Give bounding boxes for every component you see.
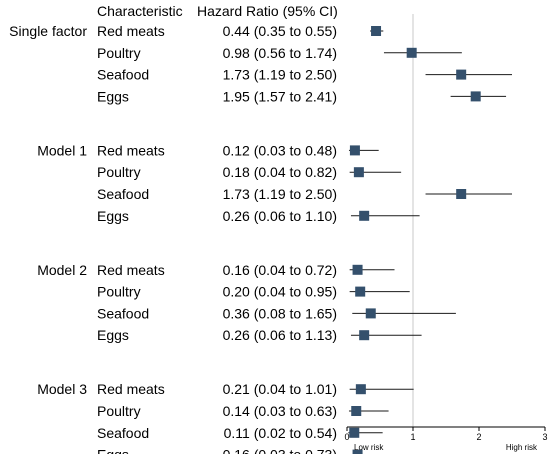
row-label: Red meats <box>97 381 165 397</box>
hazard-ratio-value: 0.11 (0.02 to 0.54) <box>224 425 337 441</box>
row-label: Seafood <box>97 67 149 83</box>
hazard-ratio-value: 0.14 (0.03 to 0.63) <box>223 403 337 419</box>
row-label: Red meats <box>97 142 165 158</box>
hazard-ratio-value: 0.16 (0.04 to 0.72) <box>223 262 337 278</box>
row-label: Poultry <box>97 403 141 419</box>
hr-marker <box>349 427 360 438</box>
row-label: Poultry <box>97 164 141 180</box>
hr-marker <box>371 26 382 36</box>
hazard-ratio-value: 0.18 (0.04 to 0.82) <box>223 164 337 180</box>
row-label: Eggs <box>97 208 129 224</box>
row-label: Seafood <box>97 305 149 321</box>
hr-marker <box>406 47 417 58</box>
hazard-ratio-value: 0.26 (0.06 to 1.10) <box>223 208 337 224</box>
hr-marker <box>352 264 363 275</box>
hr-marker <box>359 330 370 341</box>
row-label: Red meats <box>97 23 165 39</box>
hazard-ratio-value: 0.16 (0.03 to 0.73) <box>223 447 337 454</box>
row-label: Poultry <box>97 284 141 300</box>
hazard-ratio-value: 0.26 (0.06 to 1.13) <box>223 327 337 343</box>
row-label: Red meats <box>97 262 165 278</box>
hazard-ratio-value: 1.73 (1.19 to 2.50) <box>223 67 337 83</box>
row-label: Eggs <box>97 88 129 104</box>
hr-marker <box>353 167 364 178</box>
hr-marker <box>359 210 370 221</box>
x-tick-label: 0 <box>344 432 349 442</box>
hr-marker <box>456 189 467 199</box>
group-label: Single factor <box>9 23 87 39</box>
row-label: Eggs <box>97 327 129 343</box>
row-label: Seafood <box>97 186 149 202</box>
row-label: Seafood <box>97 425 149 441</box>
group-label: Model 1 <box>37 142 87 158</box>
hr-marker <box>351 406 362 416</box>
hazard-ratio-value: 0.21 (0.04 to 1.01) <box>223 381 337 397</box>
x-tick-label: 2 <box>476 432 481 442</box>
hr-marker <box>355 286 366 297</box>
group-label: Model 2 <box>37 262 87 278</box>
characteristic-header: Characteristic <box>97 3 183 19</box>
hazard-ratio-value: 0.20 (0.04 to 0.95) <box>223 284 337 300</box>
group-label: Model 3 <box>37 381 87 397</box>
hazard-ratio-value: 0.36 (0.08 to 1.65) <box>223 305 337 321</box>
hr-marker <box>349 145 360 156</box>
high-risk-label: High risk <box>506 443 538 452</box>
hazard-ratio-value: 0.12 (0.03 to 0.48) <box>223 142 337 158</box>
hr-marker <box>365 308 376 319</box>
row-label: Eggs <box>97 447 129 454</box>
hazard-ratio-value: 1.73 (1.19 to 2.50) <box>223 186 337 202</box>
hr-marker <box>470 91 481 102</box>
hazard-ratio-value: 0.44 (0.35 to 0.55) <box>223 23 337 39</box>
x-tick-label: 3 <box>542 432 547 442</box>
row-label: Poultry <box>97 45 141 61</box>
hr-marker <box>355 384 366 395</box>
hazard-ratio-value: 1.95 (1.57 to 2.41) <box>223 88 337 104</box>
x-tick-label: 1 <box>410 432 415 442</box>
hazard-ratio-header: Hazard Ratio (95% CI) <box>197 3 338 19</box>
hazard-ratio-value: 0.98 (0.56 to 1.74) <box>223 45 337 61</box>
hr-marker <box>352 449 363 454</box>
hr-marker <box>456 69 467 80</box>
low-risk-label: Low risk <box>354 443 384 452</box>
